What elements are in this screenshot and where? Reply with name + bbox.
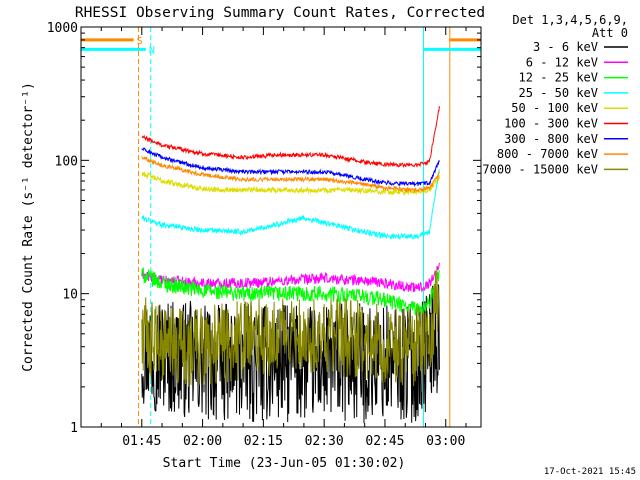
series-line — [141, 156, 440, 194]
plot-frame — [80, 26, 482, 428]
y-tick-label: 100 — [55, 154, 78, 169]
series-line — [141, 106, 440, 168]
timestamp: 17-Oct-2021 15:45 — [544, 467, 636, 477]
x-tick-label: 02:45 — [365, 434, 404, 449]
legend-header-line-1: Det 1,3,4,5,6,9, — [512, 13, 628, 27]
x-tick-label: 03:00 — [426, 434, 465, 449]
series-line — [141, 267, 440, 317]
flag-label: N — [149, 45, 155, 56]
y-tick-label: 10 — [62, 288, 78, 303]
chart-title: RHESSI Observing Summary Count Rates, Co… — [75, 5, 485, 21]
x-axis-label: Start Time (23-Jun-05 01:30:02) — [163, 456, 406, 471]
legend-label: 7000 - 15000 keV — [482, 162, 598, 176]
y-axis-label: Corrected Count Rate (s⁻¹ detector⁻¹) — [21, 82, 36, 372]
series-line — [141, 268, 440, 387]
legend-header-line-2: Att 0 — [592, 26, 628, 40]
legend-label: 6 - 12 keV — [526, 55, 598, 69]
legend-label: 50 - 100 keV — [511, 101, 598, 115]
series-line — [141, 169, 440, 241]
legend-label: 12 - 25 keV — [519, 71, 598, 85]
x-tick-label: 02:00 — [183, 434, 222, 449]
series-lines — [141, 106, 440, 424]
x-tick-label: 02:15 — [244, 434, 283, 449]
flag-label: S — [137, 36, 143, 47]
x-axis: 01:45 02:00 02:15 02:30 02:45 03:00 — [100, 27, 467, 449]
y-tick-label: 1 — [70, 421, 78, 436]
legend-label: 3 - 6 keV — [533, 40, 598, 54]
x-tick-label: 02:30 — [305, 434, 344, 449]
series-line — [141, 171, 440, 197]
legend-label: 800 - 7000 keV — [497, 147, 598, 161]
flag-bars: SN — [81, 36, 481, 56]
legend-label: 300 - 800 keV — [504, 132, 598, 146]
legend-label: 25 - 50 keV — [519, 86, 598, 100]
series-line — [141, 147, 440, 187]
legend-label: 100 - 300 keV — [504, 117, 598, 131]
y-axis: 1 10 100 1000 — [47, 21, 481, 436]
x-tick-label: 01:45 — [122, 434, 161, 449]
y-tick-label: 1000 — [47, 21, 78, 36]
